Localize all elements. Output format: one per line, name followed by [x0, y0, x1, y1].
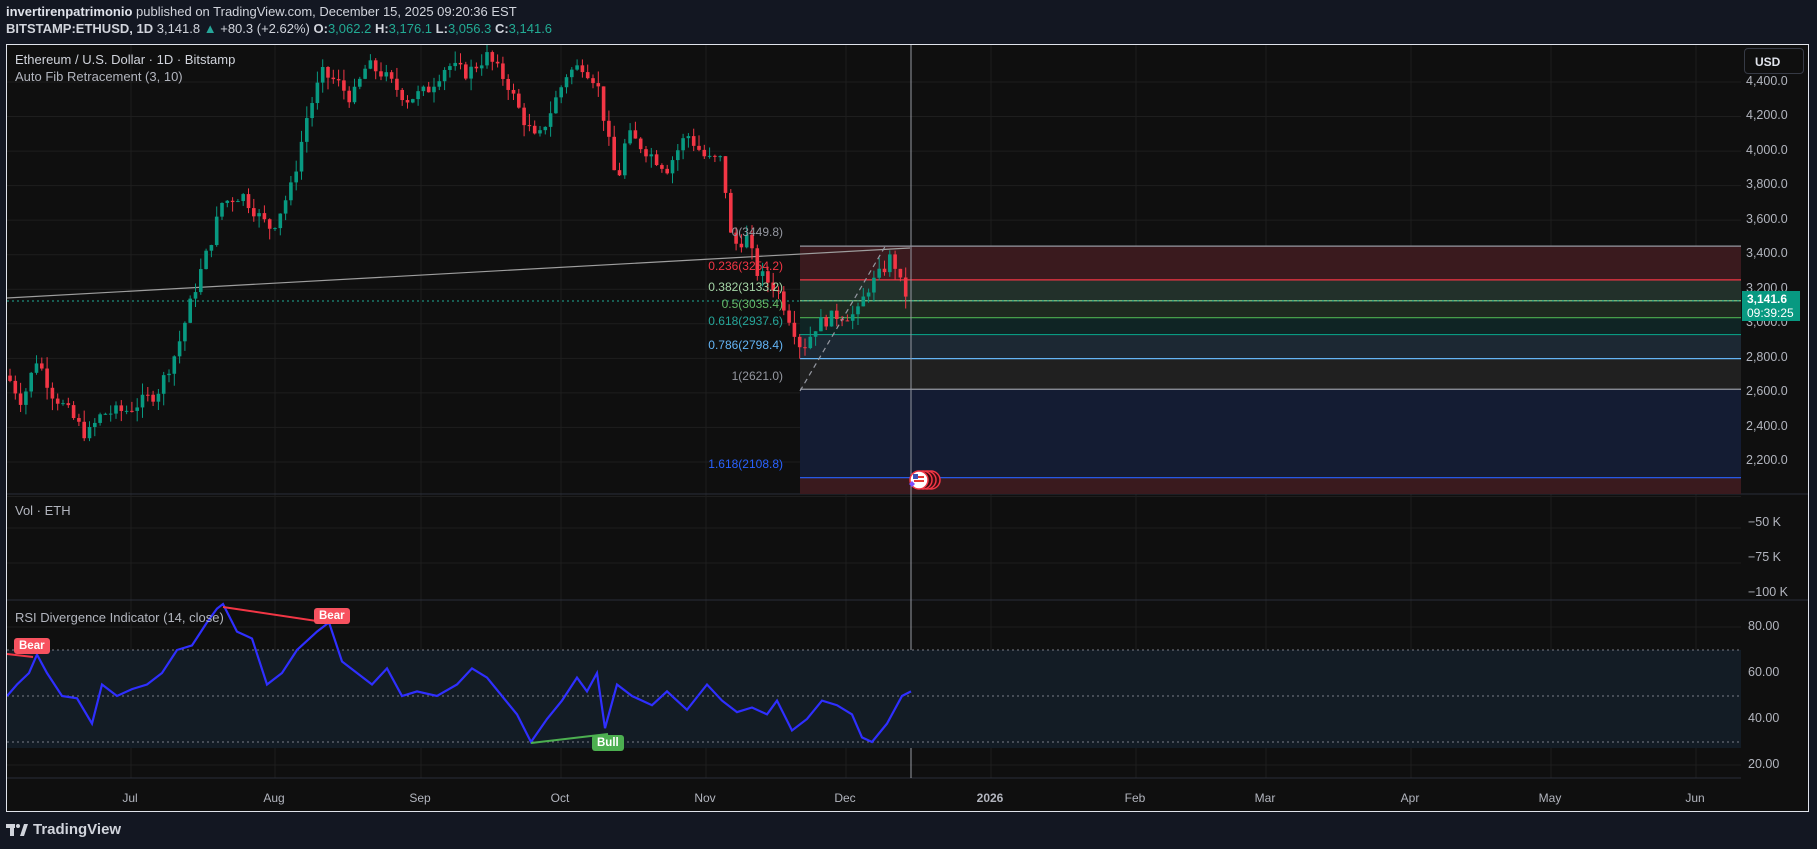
up-arrow-icon: ▲ [203, 21, 217, 36]
tradingview-logo[interactable]: TradingView [6, 821, 121, 838]
symbol-info: BITSTAMP:ETHUSD, 1D 3,141.8 ▲ +80.3 (+2.… [6, 21, 553, 36]
bull-tag: Bull [592, 735, 624, 751]
author-name[interactable]: invertirenpatrimonio [6, 4, 133, 19]
symbol-label: BITSTAMP:ETHUSD, 1D [6, 21, 154, 36]
chart-title[interactable]: Ethereum / U.S. Dollar · 1D · Bitstamp [15, 52, 236, 67]
fib-label-0382: 0.382(3133.2) [708, 280, 783, 294]
economic-event-flag-icon [909, 470, 941, 490]
current-price-tag: 3,141.6 09:39:25 [1742, 291, 1800, 321]
currency-button[interactable]: USD [1744, 48, 1804, 74]
fib-label-05: 0.5(3035.4) [721, 297, 783, 311]
rsi-legend[interactable]: RSI Divergence Indicator (14, close) [15, 610, 224, 625]
fib-label-0786: 0.786(2798.4) [708, 338, 783, 352]
high-value: 3,176.1 [388, 21, 433, 36]
low-value: 3,056.3 [447, 21, 492, 36]
fib-label-0: 0(3449.8) [731, 225, 783, 239]
publish-info: invertirenpatrimonio published on Tradin… [6, 4, 517, 19]
close-value: 3,141.6 [508, 21, 553, 36]
fib-indicator-legend[interactable]: Auto Fib Retracement (3, 10) [15, 69, 183, 84]
price-change: +80.3 (+2.62%) [220, 21, 310, 36]
open-value: 3,062.2 [327, 21, 372, 36]
bear-tag: Bear [14, 638, 50, 654]
fib-label-0618: 0.618(2937.6) [708, 314, 783, 328]
bear-tag: Bear [314, 608, 350, 624]
tradingview-logo-icon [6, 823, 28, 836]
bar-countdown: 09:39:25 [1747, 306, 1794, 320]
rsi-line [7, 602, 912, 745]
fib-label-1: 1(2621.0) [731, 369, 783, 383]
chart-canvas[interactable] [7, 45, 1809, 812]
volume-legend[interactable]: Vol · ETH [15, 503, 71, 518]
fib-label-0236: 0.236(3254.2) [708, 259, 783, 273]
rsi-band [7, 650, 1741, 748]
fib-label-1618: 1.618(2108.8) [708, 457, 783, 471]
trend-line [7, 247, 911, 299]
last-price: 3,141.8 [156, 21, 201, 36]
published-text: published on TradingView.com, December 1… [136, 4, 517, 19]
chart-frame[interactable]: Ethereum / U.S. Dollar · 1D · Bitstamp A… [6, 44, 1809, 812]
bear-divergence-line [222, 606, 331, 624]
bear-divergence-line [7, 653, 34, 658]
